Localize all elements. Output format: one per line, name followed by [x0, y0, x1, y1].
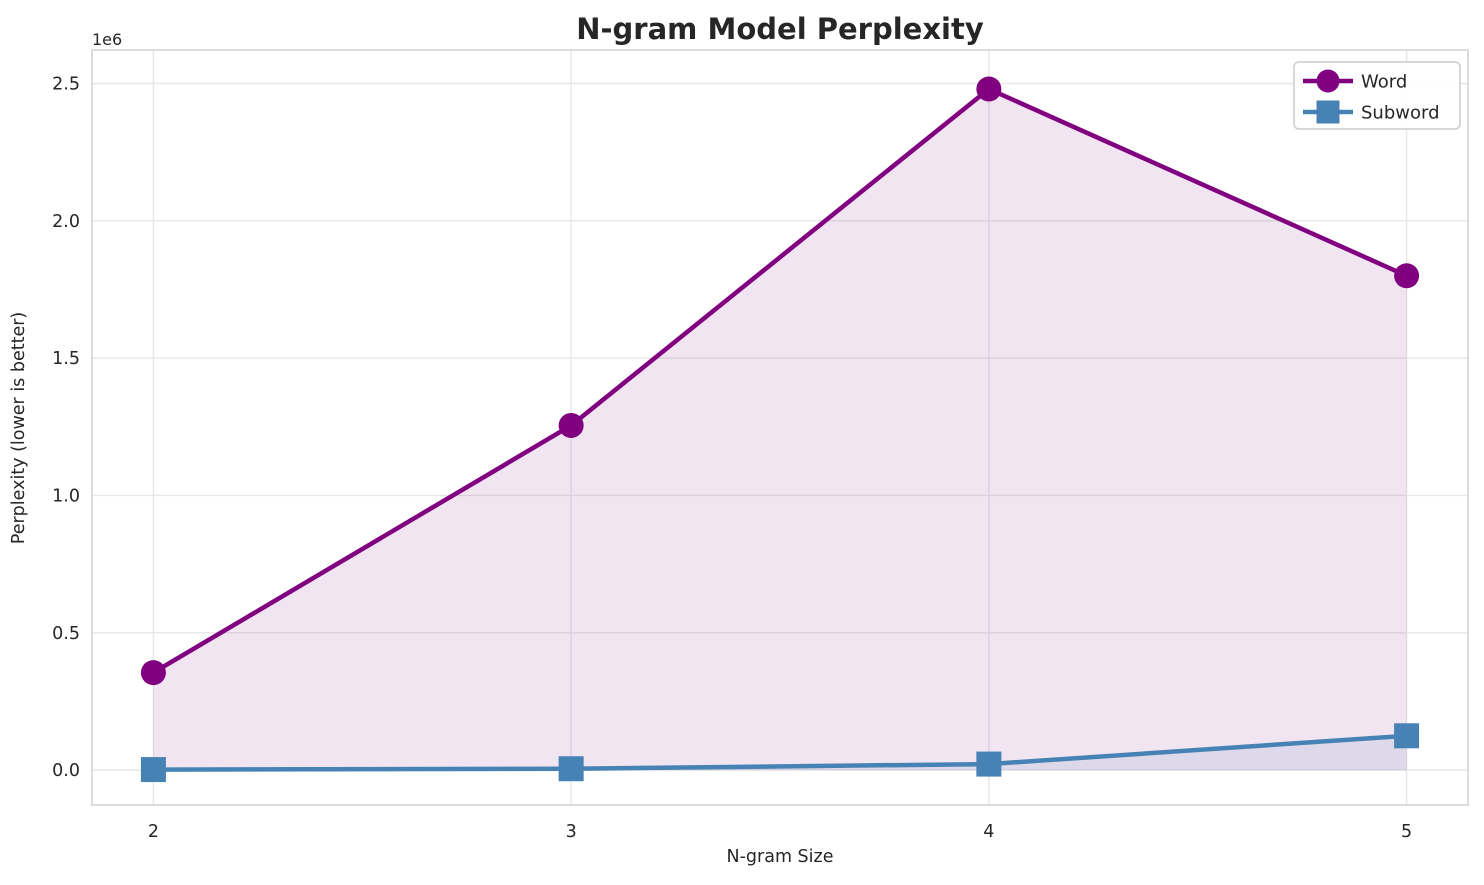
- subword-marker: [140, 757, 166, 783]
- legend-label: Subword: [1361, 103, 1440, 124]
- x-tick-label: 2: [148, 822, 159, 842]
- plot-area: [92, 50, 1468, 805]
- subword-marker: [1394, 723, 1420, 749]
- subword-area-fill: [153, 735, 1407, 771]
- gridlines: [92, 50, 1468, 805]
- tick-labels: 0.0 0.5 1.0 1.5 2.0 2.5 2 3 4 5: [52, 75, 1412, 842]
- subword-marker: [976, 751, 1002, 777]
- legend-square-marker-icon: [1316, 100, 1340, 124]
- legend-label: Word: [1361, 72, 1407, 93]
- y-axis-offset-label: 1e6: [92, 30, 122, 49]
- chart-title: N-gram Model Perplexity: [576, 12, 984, 46]
- legend-circle-marker-icon: [1316, 69, 1340, 93]
- legend: Word Subword: [1293, 61, 1461, 130]
- y-axis-label: Perplexity (lower is better): [9, 312, 29, 544]
- x-tick-label: 5: [1401, 822, 1412, 842]
- y-tick-label: 2.5: [52, 75, 80, 95]
- subword-marker: [558, 756, 584, 782]
- y-tick-label: 0.5: [52, 624, 80, 644]
- legend-item-subword: Subword: [1303, 100, 1440, 124]
- y-tick-label: 1.5: [52, 349, 80, 369]
- legend-item-word: Word: [1303, 69, 1407, 93]
- word-marker: [1394, 263, 1420, 289]
- axes-spines: [91, 49, 1469, 806]
- x-axis-label: N-gram Size: [727, 847, 834, 867]
- x-tick-label: 4: [983, 822, 994, 842]
- series-layer: [140, 76, 1420, 783]
- y-tick-label: 0.0: [52, 761, 80, 781]
- word-area-fill: [153, 88, 1407, 771]
- word-marker: [140, 660, 166, 686]
- subword-line: [151, 733, 1409, 772]
- word-marker: [976, 76, 1002, 102]
- word-line: [151, 86, 1409, 675]
- x-tick-label: 3: [566, 822, 577, 842]
- y-tick-label: 1.0: [52, 486, 80, 506]
- word-marker: [558, 412, 584, 438]
- y-tick-label: 2.0: [52, 212, 80, 232]
